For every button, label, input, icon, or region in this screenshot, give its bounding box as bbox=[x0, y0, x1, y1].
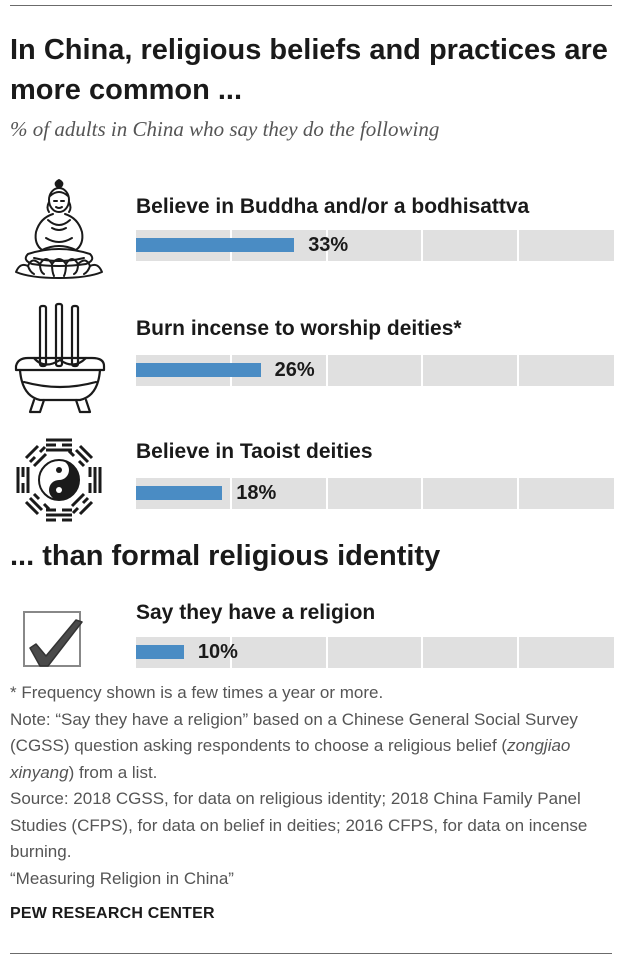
footnote: * Frequency shown is a few times a year … bbox=[10, 683, 384, 702]
bar-track-incense: 26% bbox=[136, 355, 614, 386]
notes: * Frequency shown is a few times a year … bbox=[10, 680, 610, 892]
bar-incense bbox=[136, 363, 261, 377]
bottom-rule bbox=[10, 953, 612, 954]
bar-buddha bbox=[136, 238, 295, 252]
bar-label-buddha: Believe in Buddha and/or a bodhisattva bbox=[136, 195, 530, 218]
buddha-icon bbox=[15, 179, 103, 279]
section-heading: ... than formal religious identity bbox=[10, 540, 441, 572]
bar-label-taoist: Believe in Taoist deities bbox=[136, 440, 373, 463]
bar-track-buddha: 33% bbox=[136, 230, 614, 261]
source: Source: 2018 CGSS, for data on religious… bbox=[10, 789, 588, 861]
bar-taoist bbox=[136, 486, 223, 500]
bar-track-religion: 10% bbox=[136, 637, 614, 668]
note: Note: “Say they have a religion” based o… bbox=[10, 709, 578, 782]
chart-subtitle: % of adults in China who say they do the… bbox=[10, 117, 440, 141]
bar-label-incense: Burn incense to worship deities* bbox=[136, 317, 462, 340]
chart-title: In China, religious beliefs and practice… bbox=[10, 34, 608, 106]
bar-label-religion: Say they have a religion bbox=[136, 601, 376, 624]
value-label-religion: 10% bbox=[197, 641, 238, 663]
report-title: “Measuring Religion in China” bbox=[10, 868, 234, 888]
bar-track-taoist: 18% bbox=[136, 478, 614, 509]
top-rule bbox=[10, 5, 612, 6]
value-label-taoist: 18% bbox=[236, 482, 277, 504]
checkmark-icon bbox=[23, 611, 83, 667]
incense-burner-icon bbox=[14, 302, 106, 414]
yin-yang-bagua-icon bbox=[16, 438, 102, 522]
value-label-buddha: 33% bbox=[308, 234, 349, 256]
value-label-incense: 26% bbox=[274, 359, 315, 381]
bar-religion bbox=[136, 645, 184, 659]
brand-logo: PEW RESEARCH CENTER bbox=[10, 905, 215, 922]
